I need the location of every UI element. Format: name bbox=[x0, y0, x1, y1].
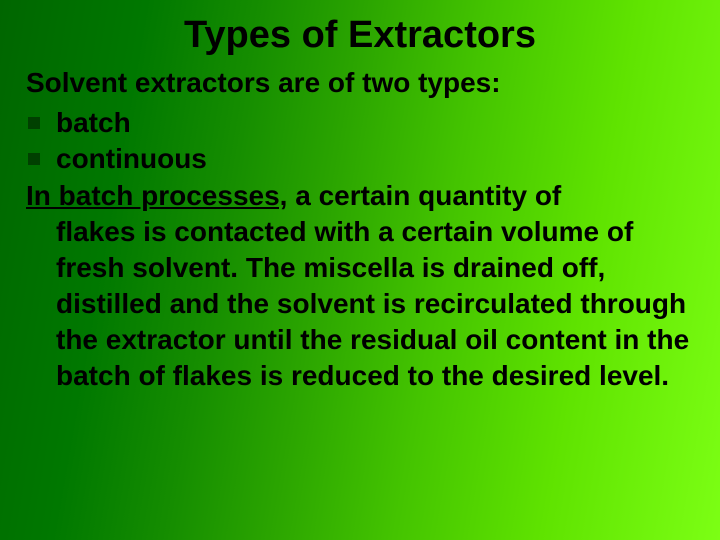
paragraph-firstline-rest: a certain quantity of bbox=[287, 180, 561, 211]
intro-text: Solvent extractors are of two types: bbox=[26, 65, 694, 101]
bullet-square-icon bbox=[28, 117, 40, 129]
bullet-label: continuous bbox=[56, 141, 694, 177]
bullet-label: batch bbox=[56, 105, 694, 141]
slide-body: Solvent extractors are of two types: bat… bbox=[0, 65, 720, 393]
paragraph-underlined: In batch processes, bbox=[26, 180, 287, 211]
bullet-square-icon bbox=[28, 153, 40, 165]
bullet-row: batch bbox=[26, 105, 694, 141]
paragraph: In batch processes, a certain quantity o… bbox=[26, 178, 694, 393]
slide-title: Types of Extractors bbox=[0, 0, 720, 65]
slide: Types of Extractors Solvent extractors a… bbox=[0, 0, 720, 540]
bullet-row: continuous bbox=[26, 141, 694, 177]
paragraph-rest: flakes is contacted with a certain volum… bbox=[26, 214, 694, 393]
